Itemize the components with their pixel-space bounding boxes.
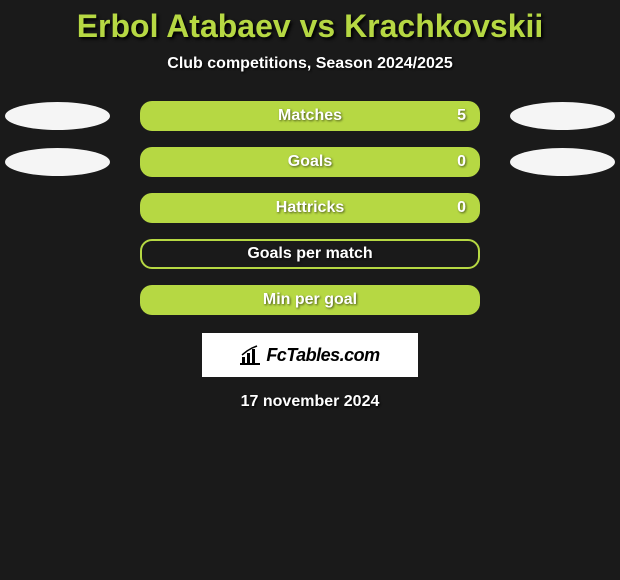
stat-value: 5 <box>457 107 466 125</box>
stat-value: 0 <box>457 153 466 171</box>
stat-label: Hattricks <box>276 199 344 217</box>
stat-bar: Goals 0 <box>140 147 480 177</box>
stat-bar: Min per goal <box>140 285 480 315</box>
stat-row: Min per goal <box>0 285 620 315</box>
stat-label: Matches <box>278 107 342 125</box>
stat-label: Min per goal <box>263 291 357 309</box>
stat-row: Matches 5 <box>0 101 620 131</box>
stat-label: Goals per match <box>247 245 372 263</box>
logo-text: FcTables.com <box>266 345 379 366</box>
subtitle: Club competitions, Season 2024/2025 <box>0 55 620 73</box>
player-right-marker <box>510 102 615 130</box>
stat-value: 0 <box>457 199 466 217</box>
logo-box[interactable]: FcTables.com <box>202 333 418 377</box>
player-right-marker <box>510 148 615 176</box>
stat-row: Goals 0 <box>0 147 620 177</box>
player-left-marker <box>5 102 110 130</box>
stat-bar: Goals per match <box>140 239 480 269</box>
stat-rows: Matches 5 Goals 0 Hattricks 0 Goals per match M… <box>0 101 620 315</box>
stat-row: Hattricks 0 <box>0 193 620 223</box>
bar-chart-icon <box>240 345 262 365</box>
page-title: Erbol Atabaev vs Krachkovskii <box>0 8 620 45</box>
stat-row: Goals per match <box>0 239 620 269</box>
player-left-marker <box>5 148 110 176</box>
stat-bar: Matches 5 <box>140 101 480 131</box>
stat-label: Goals <box>288 153 332 171</box>
date-label: 17 november 2024 <box>0 393 620 411</box>
stat-bar: Hattricks 0 <box>140 193 480 223</box>
comparison-card: Erbol Atabaev vs Krachkovskii Club compe… <box>0 0 620 411</box>
